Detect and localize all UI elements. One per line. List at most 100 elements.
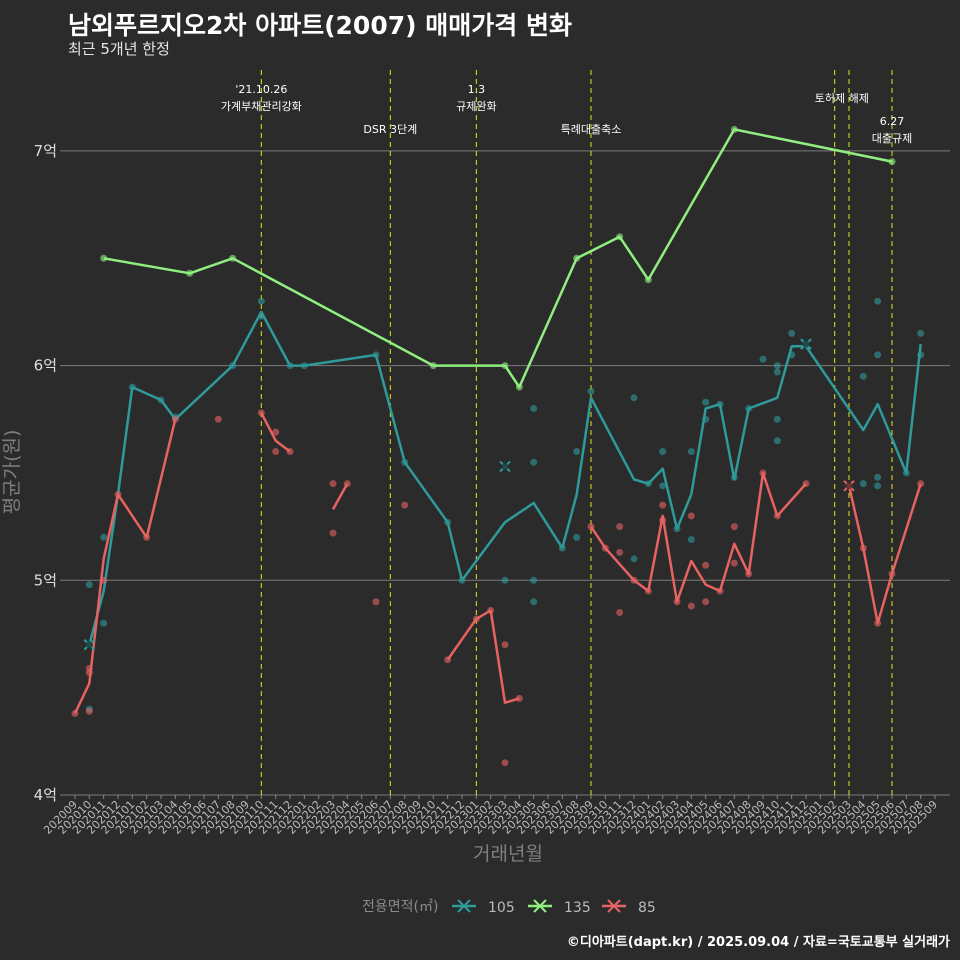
point-105 [573, 533, 581, 541]
series-line-85 [73, 419, 177, 714]
point-85 [716, 587, 724, 595]
point-105 [702, 398, 710, 406]
point-85 [859, 544, 867, 552]
point-105 [286, 362, 294, 370]
point-85 [85, 707, 93, 715]
legend-title: 전용면적(㎡) [362, 899, 438, 915]
event-label: 규제완화 [456, 100, 496, 113]
point-135 [429, 362, 437, 370]
point-85 [745, 570, 753, 578]
point-85 [659, 516, 667, 524]
point-135 [730, 125, 738, 133]
point-105 [716, 400, 724, 408]
point-105 [85, 581, 93, 589]
point-85 [214, 415, 222, 423]
point-85 [730, 559, 738, 567]
point-105 [530, 458, 538, 466]
point-85 [143, 533, 151, 541]
point-85 [401, 501, 409, 509]
marker-x-105 [499, 460, 511, 473]
legend: 전용면적(㎡) 105 135 85 [362, 899, 656, 916]
point-85 [616, 609, 624, 617]
legend-key-x [533, 899, 547, 913]
point-105 [372, 351, 380, 359]
point-105 [659, 447, 667, 455]
point-135 [644, 276, 652, 284]
legend-key-x [457, 899, 471, 913]
point-85 [730, 523, 738, 531]
point-105 [401, 458, 409, 466]
point-105 [573, 447, 581, 455]
marker-x-dot [802, 340, 810, 348]
event-label: 가계부채관리강화 [221, 100, 302, 113]
event-label: 1.3 [468, 83, 486, 96]
y-tick-label: 4억 [34, 786, 57, 804]
event-label: 대출규제 [872, 132, 912, 145]
event-label: DSR 3단계 [363, 123, 417, 136]
chart-subtitle: 최근 5개년 한정 [68, 40, 170, 58]
point-105 [687, 447, 695, 455]
point-105 [687, 536, 695, 544]
marker-x-dot [845, 482, 853, 490]
point-105 [874, 482, 882, 490]
point-105 [530, 405, 538, 413]
point-105 [874, 351, 882, 359]
legend-label: 105 [488, 900, 515, 916]
point-105 [702, 415, 710, 423]
point-135 [573, 254, 581, 262]
point-135 [888, 158, 896, 166]
series-line-105 [88, 310, 922, 646]
point-85 [773, 512, 781, 520]
point-105 [100, 619, 108, 627]
point-85 [329, 480, 337, 488]
point-105 [730, 473, 738, 481]
y-axis-ticks: 4억 5억 6억 7억 [34, 142, 57, 804]
point-135 [186, 269, 194, 277]
point-85 [759, 469, 767, 477]
point-105 [630, 555, 638, 563]
point-105 [902, 469, 910, 477]
point-85 [587, 523, 595, 531]
point-85 [171, 415, 179, 423]
y-tick-label: 7억 [34, 142, 57, 160]
point-105 [773, 368, 781, 376]
point-85 [630, 576, 638, 584]
point-135 [100, 254, 108, 262]
point-105 [759, 355, 767, 363]
marker-x-dot [501, 463, 509, 471]
point-105 [673, 525, 681, 533]
x-axis-title: 거래년월 [473, 843, 543, 865]
point-85 [372, 598, 380, 606]
marker-x-85 [843, 480, 855, 492]
point-85 [644, 587, 652, 595]
point-85 [272, 428, 280, 436]
point-105 [558, 544, 566, 552]
point-105 [773, 437, 781, 445]
x-axis-ticks: 2020092020102020112020122021012021022021… [41, 795, 940, 837]
point-85 [616, 548, 624, 556]
point-85 [114, 490, 122, 498]
point-85 [501, 641, 509, 649]
point-105 [128, 383, 136, 391]
point-85 [874, 619, 882, 627]
point-105 [444, 518, 452, 526]
y-tick-label: 5억 [34, 571, 57, 589]
series-lines [73, 128, 922, 714]
legend-label: 85 [638, 900, 656, 916]
point-85 [329, 529, 337, 537]
point-105 [644, 480, 652, 488]
point-105 [157, 396, 165, 404]
point-105 [530, 576, 538, 584]
legend-key-x [607, 899, 621, 913]
series-line-135 [103, 128, 893, 389]
source-caption: ©디아파트(dapt.kr) / 2025.09.04 / 자료=국토교통부 실… [566, 935, 950, 950]
point-85 [272, 447, 280, 455]
marker-x-105 [800, 338, 812, 350]
point-105 [659, 482, 667, 490]
point-135 [501, 362, 509, 370]
point-105 [859, 372, 867, 380]
point-85 [702, 561, 710, 569]
point-85 [487, 606, 495, 614]
